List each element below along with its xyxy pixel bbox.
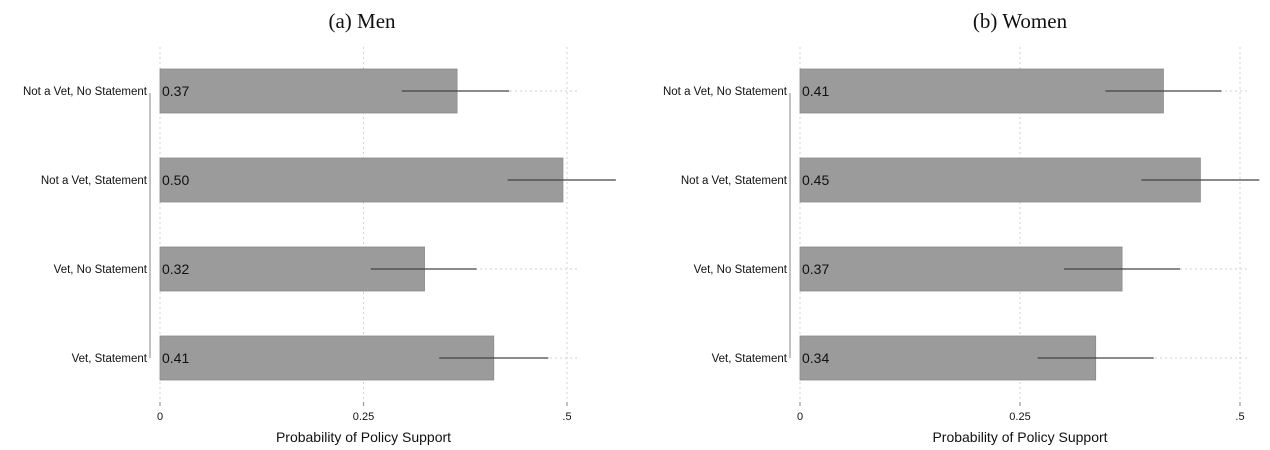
value-label: 0.37	[802, 261, 829, 277]
value-label: 0.41	[802, 83, 829, 99]
category-label: Vet, No Statement	[54, 264, 148, 276]
x-tick-label: 0.25	[1009, 411, 1030, 423]
bar	[799, 68, 1164, 114]
value-label: 0.37	[162, 83, 189, 99]
panel-women: (b) Women 0.41 Not a Vet, No Statement 0.45…	[663, 9, 1260, 445]
value-label: 0.32	[162, 261, 189, 277]
category-label: Vet, No Statement	[694, 264, 788, 276]
panel-title: (b) Women	[973, 9, 1068, 33]
category-label: Not a Vet, No Statement	[23, 86, 148, 98]
x-axis-title: Probability of Policy Support	[932, 429, 1107, 445]
x-tick-label: 0	[797, 411, 803, 423]
bar	[159, 335, 495, 381]
category-label: Vet, Statement	[712, 353, 788, 365]
value-label: 0.41	[162, 350, 189, 366]
x-tick-label: 0	[157, 411, 163, 423]
value-label: 0.45	[802, 172, 829, 188]
category-label: Not a Vet, Statement	[41, 175, 148, 187]
value-label: 0.34	[802, 350, 829, 366]
category-label: Not a Vet, No Statement	[663, 86, 788, 98]
x-tick-label: 0.25	[353, 411, 374, 423]
panel-men: (a) Men 0.37 Not a Vet, No Statement 0.50 No…	[23, 9, 616, 445]
panel-title: (a) Men	[328, 9, 396, 33]
x-tick-label: .5	[562, 411, 571, 423]
bar	[159, 157, 564, 203]
value-label: 0.50	[162, 172, 189, 188]
x-axis-title: Probability of Policy Support	[276, 429, 451, 445]
bar	[799, 157, 1201, 203]
category-label: Vet, Statement	[72, 353, 148, 365]
category-label: Not a Vet, Statement	[681, 175, 788, 187]
x-tick-label: .5	[1235, 411, 1244, 423]
